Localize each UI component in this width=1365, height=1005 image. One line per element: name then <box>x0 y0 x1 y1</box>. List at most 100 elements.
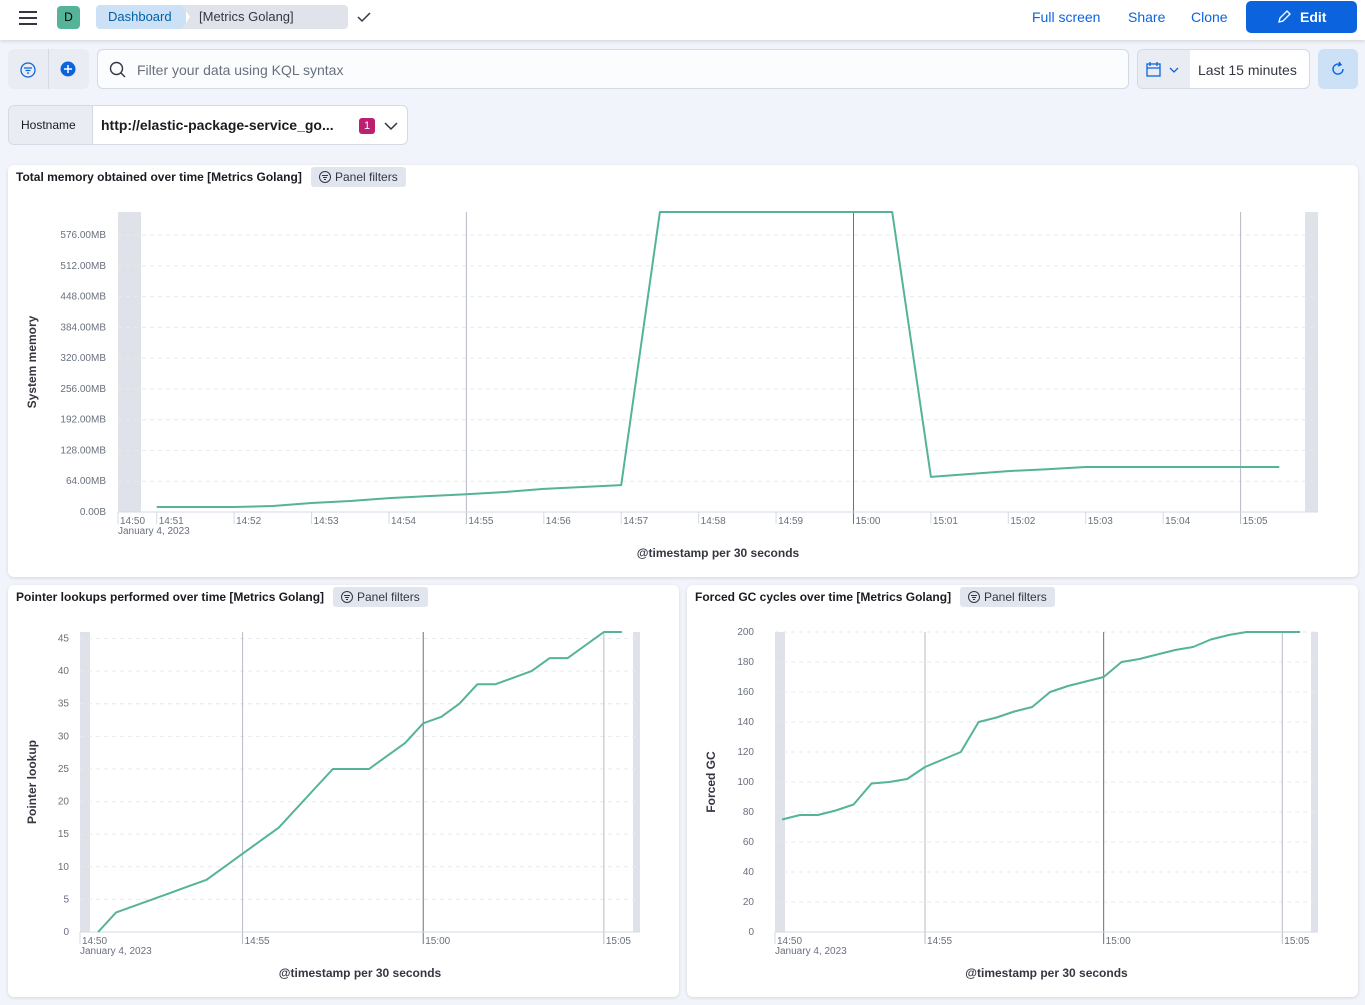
x-tick-label: 15:05 <box>1243 516 1268 527</box>
x-tick-label: 14:55 <box>468 516 493 527</box>
y-tick-label: 140 <box>737 717 754 728</box>
action[interactable]: Clone <box>1191 9 1228 25</box>
header: D Dashboard [Metrics Golang] expvar Full… <box>0 0 1365 40</box>
y-tick-label: 35 <box>58 699 70 710</box>
calendar-icon <box>1146 62 1179 77</box>
x-tick-label: 15:05 <box>606 936 631 947</box>
chevron-icon <box>384 122 398 131</box>
y-tick-label: 100 <box>737 777 754 788</box>
x-tick-label: 15:00 <box>1106 936 1131 947</box>
y-tick-label: 120 <box>737 747 754 758</box>
control-value: http://elastic-package-service_go... <box>101 117 334 133</box>
y-axis-title: Pointer lookup <box>25 740 39 824</box>
y-tick-label: 30 <box>58 731 70 742</box>
x-tick-label: 15:01 <box>933 516 958 527</box>
y-tick-label: 20 <box>743 897 755 908</box>
y-tick-label: 192.00MB <box>60 415 106 426</box>
y-tick-label: 180 <box>737 657 754 668</box>
filter-icon <box>968 591 980 603</box>
y-tick-label: 80 <box>743 807 755 818</box>
y-tick-label: 15 <box>58 829 70 840</box>
avatar[interactable]: D <box>57 6 80 29</box>
icon-shape <box>344 595 350 600</box>
y-tick-label: 512.00MB <box>60 261 106 272</box>
add-icon[interactable] <box>60 61 78 79</box>
x-date-label: January 4, 2023 <box>118 526 190 537</box>
search-field[interactable]: Filter your data using KQL syntax <box>97 49 1129 89</box>
y-tick-label: 576.00MB <box>60 230 106 241</box>
y-tick-label: 128.00MB <box>60 445 106 456</box>
panel-title: Forced GC cycles over time [Metrics Gola… <box>695 590 952 604</box>
pencil-icon <box>1278 10 1291 23</box>
x-axis-title: @timestamp per 30 seconds <box>637 546 800 560</box>
date-picker[interactable]: Last 15 minutes <box>1137 49 1310 89</box>
y-axis-title: Forced GC <box>704 751 718 813</box>
control[interactable]: Hostname http://elastic-package-service_… <box>8 105 408 145</box>
filter-buttons <box>8 49 89 89</box>
panel: Pointer lookups performed over time [Met… <box>8 585 679 997</box>
line <box>156 211 1280 508</box>
chart: 0.00B 64.00MB 128.00MB 192.00MB 256.00MB 320.… <box>25 211 1318 560</box>
x-tick-label: 14:50 <box>777 936 802 947</box>
control-label: Hostname <box>9 106 93 144</box>
action[interactable]: Full screen <box>1032 9 1101 25</box>
chart: 0 20 40 60 80 100 120 140 160 180 200 14:50 14:55 15:… <box>704 627 1318 980</box>
y-tick-label: 0 <box>63 927 69 938</box>
search-icon <box>109 61 126 78</box>
y-tick-label: 45 <box>58 634 70 645</box>
x-tick-label: 14:59 <box>778 516 803 527</box>
chart: 0 5 10 15 20 25 30 35 40 45 14:50 14:55 15:00 15:05 Ja… <box>25 631 640 980</box>
check-icon[interactable] <box>356 10 372 24</box>
panel-filters-badge[interactable]: Panel filters <box>960 587 1055 607</box>
panel: Forced GC cycles over time [Metrics Gola… <box>687 585 1358 997</box>
x-axis-title: @timestamp per 30 seconds <box>965 966 1128 980</box>
time-range: Last 15 minutes <box>1198 62 1297 78</box>
y-tick-label: 5 <box>63 894 69 905</box>
y-tick-label: 160 <box>737 687 754 698</box>
x-axis-title: @timestamp per 30 seconds <box>279 966 442 980</box>
icon-shape <box>968 591 980 603</box>
icon-shape <box>971 595 977 600</box>
y-tick-label: 0.00B <box>80 507 106 518</box>
count-badge: 1 <box>359 118 375 134</box>
x-tick-label: 14:57 <box>623 516 648 527</box>
refresh-button[interactable] <box>1318 49 1358 89</box>
panel: Total memory obtained over time [Metrics… <box>8 165 1358 577</box>
x-tick-label: 15:05 <box>1284 936 1309 947</box>
filter-icon <box>319 171 331 183</box>
edge-band <box>775 632 785 932</box>
y-tick-label: 320.00MB <box>60 353 106 364</box>
panel-filters-badge[interactable]: Panel filters <box>311 167 406 187</box>
icon-shape <box>341 591 353 603</box>
y-tick-label: 60 <box>743 837 755 848</box>
search-placeholder: Filter your data using KQL syntax <box>137 62 344 78</box>
y-tick-label: 384.00MB <box>60 322 106 333</box>
icon-shape <box>319 171 331 183</box>
y-tick-label: 20 <box>58 797 70 808</box>
x-tick-label: 15:02 <box>1010 516 1035 527</box>
edge-band <box>1305 212 1318 512</box>
menu-icon[interactable] <box>19 10 37 26</box>
x-tick-label: 15:00 <box>855 516 880 527</box>
edit-button[interactable]: Edit <box>1246 1 1357 33</box>
x-date-label: January 4, 2023 <box>775 946 847 957</box>
y-tick-label: 10 <box>58 862 70 873</box>
y-tick-label: 25 <box>58 764 70 775</box>
action[interactable]: Share <box>1128 9 1166 25</box>
x-tick-label: 15:00 <box>425 936 450 947</box>
y-tick-label: 256.00MB <box>60 384 106 395</box>
divider <box>48 49 49 89</box>
calendar-button[interactable] <box>1138 50 1190 88</box>
line <box>781 631 1301 821</box>
breadcrumb[interactable]: Dashboard <box>96 5 186 29</box>
panel-title: Pointer lookups performed over time [Met… <box>16 590 325 604</box>
panel-filters-badge[interactable]: Panel filters <box>333 587 428 607</box>
edge-band <box>633 632 640 932</box>
breadcrumb: [Metrics Golang] expvar <box>182 5 348 29</box>
edit-label: Edit <box>1300 9 1327 25</box>
filter-icon[interactable] <box>19 61 37 79</box>
x-tick-label: 14:53 <box>314 516 339 527</box>
x-tick-label: 14:52 <box>236 516 261 527</box>
y-tick-label: 40 <box>58 666 70 677</box>
